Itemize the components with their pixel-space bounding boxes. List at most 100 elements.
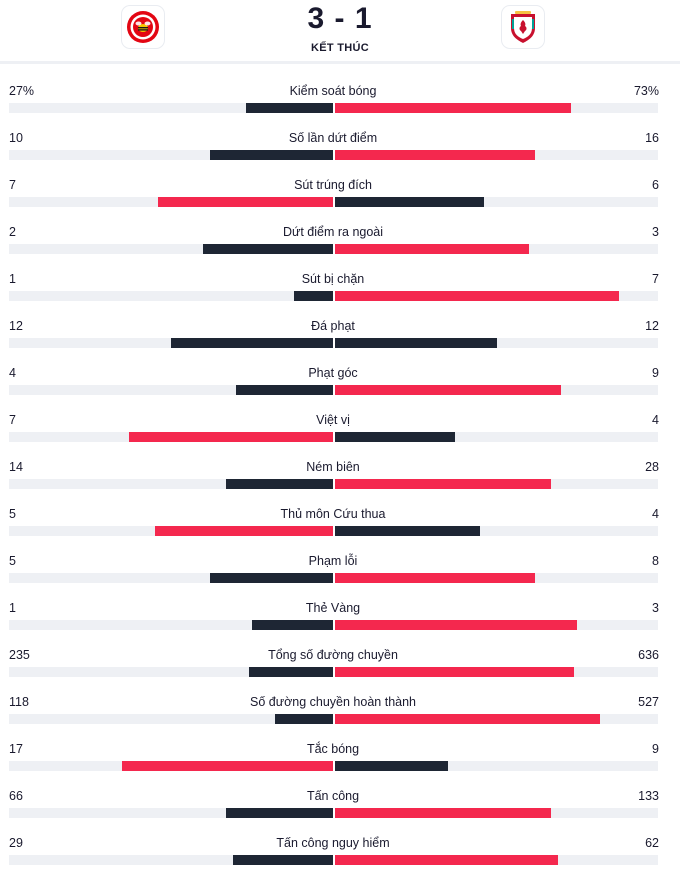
away-stat-track [335,150,658,160]
away-stat-bar [335,150,536,160]
stat-row: 5 Thủ môn Cứu thua 4 [0,503,680,550]
away-stat-bar [335,197,484,207]
away-stat-track [335,432,658,442]
home-stat-track [9,103,333,113]
home-stat-track [9,714,333,724]
away-stat-bar [335,714,600,724]
away-stat-bar [335,432,455,442]
stat-row: 14 Ném biên 28 [0,456,680,503]
home-stat-track [9,573,333,583]
home-stat-bar [252,620,333,630]
stat-label: Đá phạt [311,319,355,333]
away-stat-value: 73% [633,84,659,98]
stat-row: 10 Số lần dứt điểm 16 [0,127,680,174]
home-stat-bar [158,197,333,207]
match-status: KẾT THÚC [310,42,369,54]
home-stat-bar [154,526,333,536]
away-stat-bar [335,761,449,771]
stat-label: Ném biên [306,460,360,474]
away-stat-track [335,385,658,395]
home-stat-track [9,244,333,254]
away-stat-value: 6 [652,178,659,192]
away-stat-bar [335,855,558,865]
away-team-crest[interactable] [502,6,544,48]
home-stat-track [9,620,333,630]
home-stat-track [9,526,333,536]
home-stat-bar [226,808,333,818]
away-stat-value: 4 [652,413,659,427]
stat-row: 29 Tấn công nguy hiểm 62 [0,832,680,879]
home-stat-bar [245,103,333,113]
home-team-crest[interactable] [122,6,164,48]
away-stat-bar [335,103,571,113]
stat-label: Kiểm soát bóng [289,84,377,98]
away-stat-value: 3 [652,225,659,239]
home-stat-track [9,667,333,677]
home-stat-track [9,291,333,301]
home-stat-value: 10 [9,131,23,145]
away-stat-bar [335,667,575,677]
away-stat-track [335,761,658,771]
away-stat-bar [335,385,562,395]
away-stat-bar [335,479,552,489]
home-stat-value: 12 [9,319,23,333]
away-stat-track [335,808,658,818]
away-stat-value: 9 [652,742,659,756]
away-stat-track [335,479,658,489]
home-stat-value: 14 [9,460,23,474]
stat-row: 235 Tổng số đường chuyền 636 [0,644,680,691]
home-stat-bar [122,761,333,771]
stat-label: Thẻ Vàng [305,601,361,615]
stat-row: 1 Thẻ Vàng 3 [0,597,680,644]
stat-label: Thủ môn Cứu thua [280,507,386,521]
home-stat-bar [226,479,333,489]
home-stat-bar [128,432,333,442]
home-stat-bar [209,573,333,583]
stat-row: 66 Tấn công 133 [0,785,680,832]
stat-row: 118 Số đường chuyền hoàn thành 527 [0,691,680,738]
away-stat-value: 133 [638,789,659,803]
home-stat-value: 2 [9,225,16,239]
home-stat-value: 7 [9,178,16,192]
stat-label: Sút trúng đích [294,178,372,192]
brentford-crest-icon [127,11,159,43]
stat-label: Dứt điểm ra ngoài [282,225,384,239]
home-stat-track [9,385,333,395]
stat-row: 7 Sút trúng đích 6 [0,174,680,221]
away-stat-track [335,338,658,348]
home-stat-value: 7 [9,413,16,427]
stat-row: 4 Phạt góc 9 [0,362,680,409]
home-stat-bar [235,385,333,395]
home-stat-bar [248,667,333,677]
away-stat-value: 9 [652,366,659,380]
home-stat-track [9,855,333,865]
stat-label: Tấn công [306,789,360,803]
stat-row: 5 Phạm lỗi 8 [0,550,680,597]
stat-row: 12 Đá phạt 12 [0,315,680,362]
away-stat-bar [335,244,529,254]
stat-label: Tổng số đường chuyền [268,648,398,662]
home-stat-value: 1 [9,272,16,286]
away-stat-bar [335,291,620,301]
stat-label: Việt vị [316,413,350,427]
stat-label: Phạt góc [308,366,358,380]
home-stat-track [9,338,333,348]
away-stat-value: 7 [652,272,659,286]
stat-label: Số lần dứt điểm [288,131,378,145]
away-stat-track [335,197,658,207]
away-stat-track [335,103,658,113]
home-stat-track [9,197,333,207]
away-stat-value: 4 [652,507,659,521]
home-stat-bar [274,714,333,724]
away-stat-track [335,620,658,630]
away-stat-value: 527 [638,695,659,709]
home-stat-value: 27% [9,84,35,98]
away-stat-track [335,667,658,677]
home-stat-bar [232,855,333,865]
away-stat-value: 3 [652,601,659,615]
stat-label: Phạm lỗi [308,554,358,568]
home-stat-value: 5 [9,507,16,521]
away-stat-track [335,291,658,301]
away-stat-track [335,855,658,865]
stat-row: 2 Dứt điểm ra ngoài 3 [0,221,680,268]
